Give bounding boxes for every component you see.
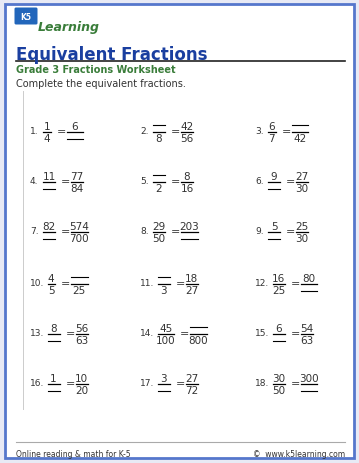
Text: 574: 574 (69, 221, 89, 232)
Text: 14.: 14. (140, 329, 154, 338)
Text: 6: 6 (71, 122, 78, 131)
Text: 63: 63 (75, 335, 88, 345)
Text: =: = (281, 127, 291, 137)
Text: 3: 3 (160, 285, 167, 295)
Text: 7: 7 (269, 134, 275, 144)
Text: 8: 8 (184, 172, 190, 181)
FancyBboxPatch shape (14, 8, 37, 25)
Text: 8: 8 (50, 323, 57, 333)
Text: =: = (290, 328, 300, 338)
Text: =: = (286, 226, 295, 237)
Text: 56: 56 (180, 134, 194, 144)
Text: 18: 18 (185, 274, 198, 283)
Text: =: = (61, 278, 70, 288)
Text: 800: 800 (188, 335, 208, 345)
Text: =: = (176, 278, 185, 288)
Text: Equivalent Fractions: Equivalent Fractions (16, 46, 208, 64)
Text: =: = (171, 176, 180, 187)
Text: 12.: 12. (255, 279, 269, 288)
Text: 11.: 11. (140, 279, 154, 288)
Text: 72: 72 (185, 385, 198, 395)
Text: 2.: 2. (140, 127, 149, 136)
Text: Complete the equivalent fractions.: Complete the equivalent fractions. (16, 79, 186, 89)
Text: 30: 30 (295, 184, 309, 194)
Text: Learning: Learning (38, 20, 100, 33)
Text: K5: K5 (20, 13, 32, 21)
Text: 6: 6 (269, 122, 275, 131)
Text: 9: 9 (271, 172, 277, 181)
Text: 25: 25 (295, 221, 309, 232)
Text: =: = (65, 378, 75, 388)
Text: =: = (176, 378, 185, 388)
Text: 5: 5 (271, 221, 277, 232)
FancyBboxPatch shape (5, 5, 354, 458)
Text: 1: 1 (50, 373, 57, 383)
Text: 56: 56 (75, 323, 88, 333)
Text: 27: 27 (185, 373, 198, 383)
Text: 16.: 16. (30, 379, 45, 388)
Text: 16: 16 (180, 184, 194, 194)
Text: 8: 8 (156, 134, 162, 144)
Text: 4: 4 (43, 134, 50, 144)
Text: 7.: 7. (30, 227, 39, 236)
Text: 77: 77 (70, 172, 84, 181)
Text: 6.: 6. (255, 177, 264, 186)
Text: =: = (290, 378, 300, 388)
Text: =: = (61, 226, 70, 237)
Text: 17.: 17. (140, 379, 154, 388)
Text: =: = (290, 278, 300, 288)
Text: =: = (65, 328, 75, 338)
Text: 15.: 15. (255, 329, 269, 338)
Text: 3: 3 (160, 373, 167, 383)
Text: Grade 3 Fractions Worksheet: Grade 3 Fractions Worksheet (16, 65, 176, 75)
Text: 30: 30 (272, 373, 285, 383)
Text: 25: 25 (272, 285, 285, 295)
Text: =: = (286, 176, 295, 187)
Text: 20: 20 (75, 385, 88, 395)
Text: 5: 5 (48, 285, 55, 295)
Text: 54: 54 (300, 323, 313, 333)
Text: 3.: 3. (255, 127, 264, 136)
Text: 700: 700 (69, 233, 89, 244)
Text: 2: 2 (156, 184, 162, 194)
Text: 84: 84 (70, 184, 84, 194)
Text: =: = (171, 127, 180, 137)
Text: 10: 10 (75, 373, 88, 383)
Text: 16: 16 (272, 274, 285, 283)
Text: 1.: 1. (30, 127, 39, 136)
Text: 9.: 9. (255, 227, 264, 236)
Text: 203: 203 (180, 221, 199, 232)
Text: 100: 100 (156, 335, 176, 345)
Text: 29: 29 (152, 221, 165, 232)
Text: 42: 42 (293, 134, 306, 144)
Text: =: = (56, 127, 66, 137)
Text: 45: 45 (159, 323, 172, 333)
Text: 11: 11 (42, 172, 56, 181)
Text: =: = (171, 226, 180, 237)
Text: 27: 27 (185, 285, 198, 295)
Text: 82: 82 (42, 221, 56, 232)
Text: 4.: 4. (30, 177, 38, 186)
Text: ©  www.k5learning.com: © www.k5learning.com (253, 449, 345, 458)
Text: 25: 25 (73, 285, 86, 295)
Text: 50: 50 (153, 233, 165, 244)
Text: 4: 4 (48, 274, 55, 283)
Text: Online reading & math for K-5: Online reading & math for K-5 (16, 449, 131, 458)
Text: 30: 30 (295, 233, 309, 244)
Text: 18.: 18. (255, 379, 269, 388)
Text: =: = (180, 328, 190, 338)
Text: 13.: 13. (30, 329, 45, 338)
Text: =: = (61, 176, 70, 187)
Text: 42: 42 (180, 122, 194, 131)
Text: 300: 300 (299, 373, 318, 383)
Text: 1: 1 (43, 122, 50, 131)
Text: 6: 6 (275, 323, 282, 333)
Text: 80: 80 (302, 274, 315, 283)
Text: 5.: 5. (140, 177, 149, 186)
Text: 27: 27 (295, 172, 309, 181)
Text: 8.: 8. (140, 227, 149, 236)
Text: 50: 50 (272, 385, 285, 395)
Text: 10.: 10. (30, 279, 45, 288)
Text: 63: 63 (300, 335, 313, 345)
